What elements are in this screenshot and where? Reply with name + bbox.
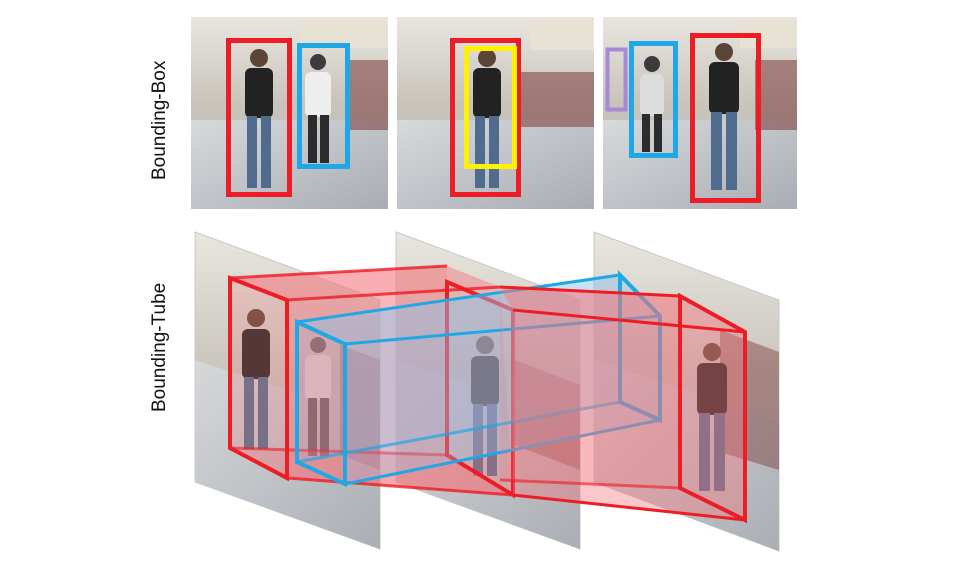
person-icon	[640, 56, 664, 152]
frame-3-blue-box	[629, 41, 678, 158]
person-icon	[305, 54, 331, 163]
person-icon	[245, 49, 273, 188]
frame-3-red-box	[690, 33, 761, 203]
frame-1-crowd	[345, 60, 388, 130]
tube-frame-3	[593, 231, 780, 552]
person-icon	[471, 336, 499, 476]
frame-2	[397, 17, 594, 209]
frame-2-yellow-box	[464, 46, 517, 169]
person-icon	[305, 337, 331, 456]
person-icon	[242, 309, 270, 449]
frame-2-red-box	[450, 38, 521, 197]
frame-3	[603, 17, 797, 209]
frame-3-purple-box	[605, 47, 628, 112]
frame-3-ground	[603, 120, 797, 209]
frame-1-blue-box	[297, 43, 350, 169]
blue-tube	[295, 270, 662, 488]
frame-1-red-box	[226, 38, 292, 197]
red-tube-2	[499, 285, 747, 524]
frame-2-crowd	[520, 72, 594, 127]
frame-1	[191, 17, 388, 209]
person-icon	[473, 49, 501, 188]
person-icon	[697, 343, 727, 491]
person-icon	[709, 43, 739, 190]
frame-3-crowd	[755, 60, 797, 130]
frame-2-awning	[530, 20, 594, 50]
